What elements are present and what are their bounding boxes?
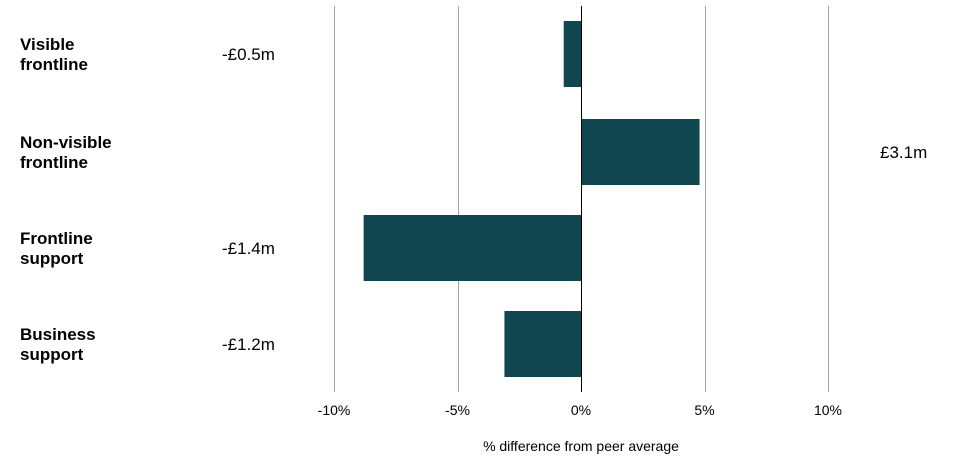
- value-label: -£1.2m: [222, 335, 275, 354]
- category-label: Frontline support: [20, 229, 93, 268]
- bar: [563, 21, 581, 87]
- category-label: Non-visible frontline: [20, 133, 112, 172]
- bar: [504, 311, 581, 377]
- x-axis-title: % difference from peer average: [483, 438, 679, 454]
- gridlines: [334, 6, 829, 392]
- x-tick-label: 5%: [694, 402, 714, 418]
- bar: [581, 119, 700, 185]
- x-tick-label: 10%: [814, 402, 842, 418]
- value-label: -£0.5m: [222, 45, 275, 64]
- value-labels: -£0.5m £3.1m -£1.4m -£1.2m: [222, 45, 927, 354]
- value-label: £3.1m: [880, 143, 927, 162]
- x-tick-label: -10%: [318, 402, 351, 418]
- category-label: Visible frontline: [20, 35, 88, 74]
- category-labels: Visible frontline Non-visible frontline Fron…: [20, 35, 112, 364]
- x-tick-label: -5%: [445, 402, 470, 418]
- x-tick-label: 0%: [571, 402, 591, 418]
- x-tick-labels: -10% -5% 0% 5% 10%: [318, 402, 842, 418]
- bars: [363, 21, 700, 377]
- category-label: Business support: [20, 325, 96, 364]
- value-label: -£1.4m: [222, 239, 275, 258]
- bar: [363, 215, 581, 281]
